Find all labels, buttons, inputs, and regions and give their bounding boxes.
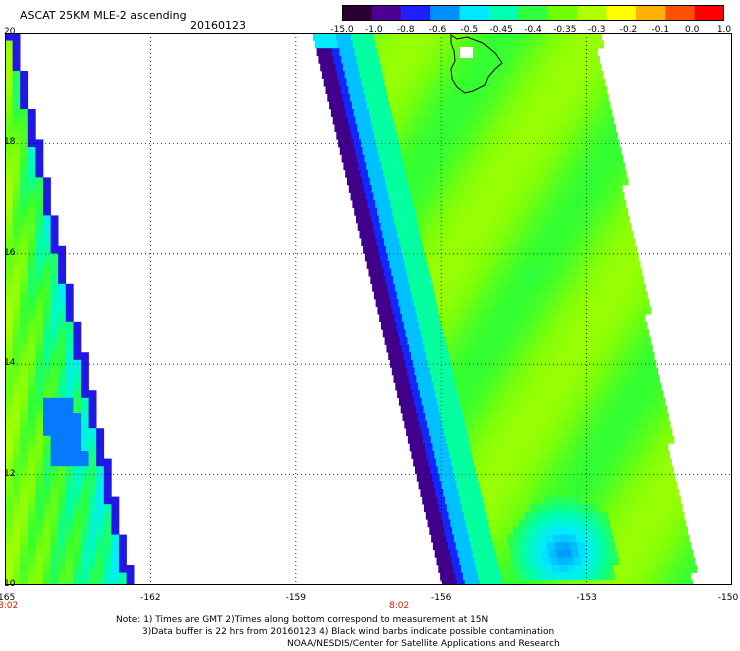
island-outline [450,34,503,94]
colorbar-label: -0.1 [651,25,670,35]
swath-right [313,33,697,585]
colorbar-swatch [459,5,490,21]
colorbar-swatch [400,5,431,21]
lon-label: -159 [285,593,307,603]
map-frame [5,33,732,585]
swath-map [5,33,732,585]
colorbar-label: -0.35 [553,25,577,35]
time-label-right: 8:02 [389,601,410,611]
lon-label: -162 [140,593,161,603]
colorbar-label: 1.0 [716,25,732,35]
colorbar-label: -0.5 [460,25,479,35]
lon-label: -150 [717,593,739,603]
colorbar-label: -1.0 [365,25,383,35]
colorbar [342,5,724,21]
swath-left [5,33,135,585]
lon-label: -165 [0,593,16,603]
colorbar-swatch [635,5,666,21]
lat-label: 10 [4,579,16,589]
lat-label: 14 [4,358,16,369]
map-grid [5,33,732,585]
colorbar-label: -0.45 [489,25,513,35]
colorbar-swatch [547,5,578,21]
colorbar-swatch [342,5,372,21]
colorbar-swatch [606,5,637,21]
colorbar-label: -0.3 [587,25,606,35]
colorbar-label: -0.2 [619,25,638,35]
chart-date: 20160123 [190,19,246,32]
colorbar-label: -0.4 [524,25,542,35]
colorbar-label: 0.0 [684,25,700,35]
note-line-1: Note: 1) Times are GMT 2)Times along bot… [116,615,489,625]
colorbar-swatch [665,5,696,21]
colorbar-label: -0.8 [396,25,415,35]
colorbar-swatch [488,5,519,21]
lon-label: -156 [430,593,452,603]
colorbar-swatch [430,5,461,21]
colorbar-label: -15.0 [330,25,354,35]
colorbar-swatch [577,5,608,21]
land-mask [460,47,473,58]
lat-label: 16 [4,247,16,258]
lat-label: 12 [4,468,16,479]
lon-label: -153 [576,593,597,603]
chart-title: ASCAT 25KM MLE-2 ascending [20,9,187,22]
colorbar-swatch [518,5,549,21]
lat-label: 18 [4,137,16,148]
time-label-left: 8:02 [0,601,19,611]
note-line-2: 3)Data buffer is 22 hrs from 20160123 4)… [142,627,555,637]
colorbar-label: -0.6 [428,25,447,35]
note-line-3: NOAA/NESDIS/Center for Satellite Applica… [287,639,560,649]
lat-label: 20 [4,27,16,37]
colorbar-swatch [371,5,402,21]
colorbar-swatch [694,5,724,21]
